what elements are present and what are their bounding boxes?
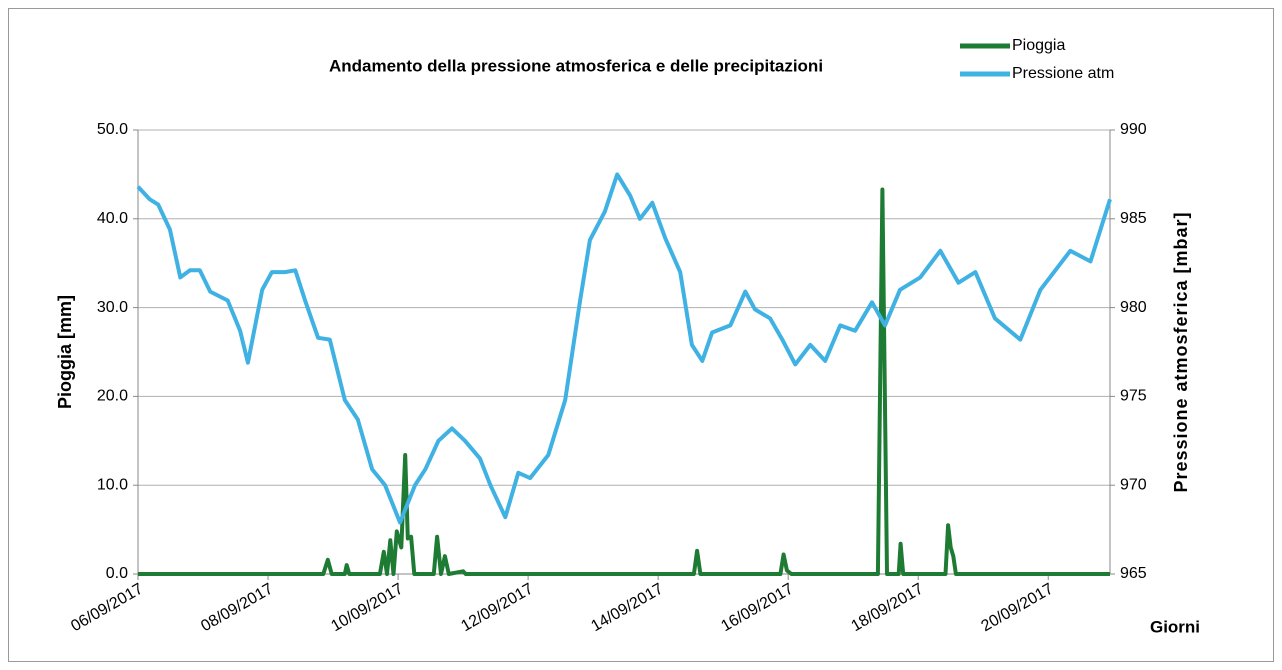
y2-tick-label: 970 — [1120, 476, 1147, 493]
y2-tick-label: 980 — [1120, 299, 1147, 316]
x-axis-title: Giorni — [1150, 617, 1200, 636]
y-axis-title: Pioggia [mm] — [55, 295, 75, 409]
legend-label: Pressione atm — [1012, 65, 1114, 82]
y2-tick-label: 965 — [1120, 565, 1147, 582]
y-tick-label: 0.0 — [106, 565, 128, 582]
chart-frame — [8, 8, 1274, 662]
y-tick-label: 40.0 — [97, 210, 128, 227]
y-tick-label: 10.0 — [97, 476, 128, 493]
series-line — [138, 187, 1110, 576]
y-tick-label: 30.0 — [97, 299, 128, 316]
chart-title: Andamento della pressione atmosferica e … — [329, 56, 823, 75]
y2-tick-label: 990 — [1120, 121, 1147, 138]
y2-axis-title: Pressione atmosferica [mbar] — [1171, 211, 1191, 492]
legend-label: Pioggia — [1012, 37, 1065, 54]
series-line — [136, 172, 1112, 525]
y-tick-label: 50.0 — [97, 121, 128, 138]
y2-tick-label: 975 — [1120, 388, 1147, 405]
y-tick-label: 20.0 — [97, 388, 128, 405]
y2-tick-label: 985 — [1120, 210, 1147, 227]
